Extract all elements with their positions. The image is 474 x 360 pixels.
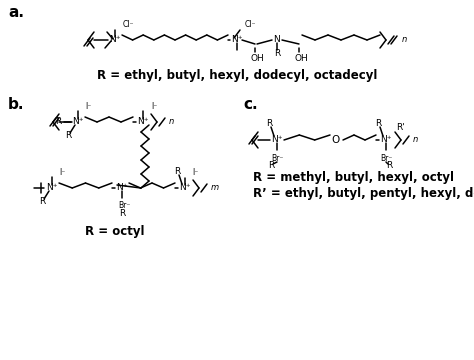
Text: R: R (174, 167, 180, 176)
Text: I⁻: I⁻ (151, 102, 157, 111)
Text: OH: OH (250, 54, 264, 63)
Text: R: R (274, 49, 280, 58)
Text: O: O (332, 135, 340, 145)
Text: m: m (211, 184, 219, 193)
Text: R: R (55, 117, 61, 126)
Text: Br⁻: Br⁻ (118, 201, 130, 210)
Text: N: N (273, 36, 281, 45)
Text: N⁺: N⁺ (116, 184, 128, 193)
Text: R: R (386, 162, 392, 171)
Text: n: n (169, 117, 174, 126)
Text: Br⁻: Br⁻ (380, 154, 392, 163)
Text: R': R' (397, 123, 405, 132)
Text: R: R (65, 131, 71, 140)
Text: R = methyl, butyl, hexyl, octyl: R = methyl, butyl, hexyl, octyl (253, 171, 454, 184)
Text: OH: OH (294, 54, 308, 63)
Text: Cl⁻: Cl⁻ (245, 20, 256, 29)
Text: Cl⁻: Cl⁻ (123, 20, 135, 29)
Text: a.: a. (8, 5, 24, 20)
Text: N⁺: N⁺ (109, 36, 121, 45)
Text: N⁺: N⁺ (231, 36, 243, 45)
Text: N⁺: N⁺ (380, 135, 392, 144)
Text: N⁺: N⁺ (72, 117, 84, 126)
Text: N⁺: N⁺ (137, 117, 149, 126)
Text: R = ethyl, butyl, hexyl, dodecyl, octadecyl: R = ethyl, butyl, hexyl, dodecyl, octade… (97, 68, 377, 81)
Text: N⁺: N⁺ (46, 184, 58, 193)
Text: N⁺: N⁺ (179, 184, 191, 193)
Text: Br⁻: Br⁻ (271, 154, 283, 163)
Text: R: R (266, 120, 272, 129)
Text: R: R (268, 162, 274, 171)
Text: R: R (375, 120, 381, 129)
Text: R = octyl: R = octyl (85, 225, 145, 238)
Text: n: n (413, 135, 418, 144)
Text: R: R (119, 208, 125, 217)
Text: I⁻: I⁻ (192, 168, 198, 177)
Text: I⁻: I⁻ (59, 168, 65, 177)
Text: I⁻: I⁻ (85, 102, 91, 111)
Text: R: R (39, 198, 45, 207)
Text: n: n (402, 35, 407, 44)
Text: b.: b. (8, 97, 25, 112)
Text: R’ = ethyl, butyl, pentyl, hexyl, decyl, dodecyl: R’ = ethyl, butyl, pentyl, hexyl, decyl,… (253, 186, 474, 199)
Text: N⁺: N⁺ (271, 135, 283, 144)
Text: c.: c. (243, 97, 258, 112)
